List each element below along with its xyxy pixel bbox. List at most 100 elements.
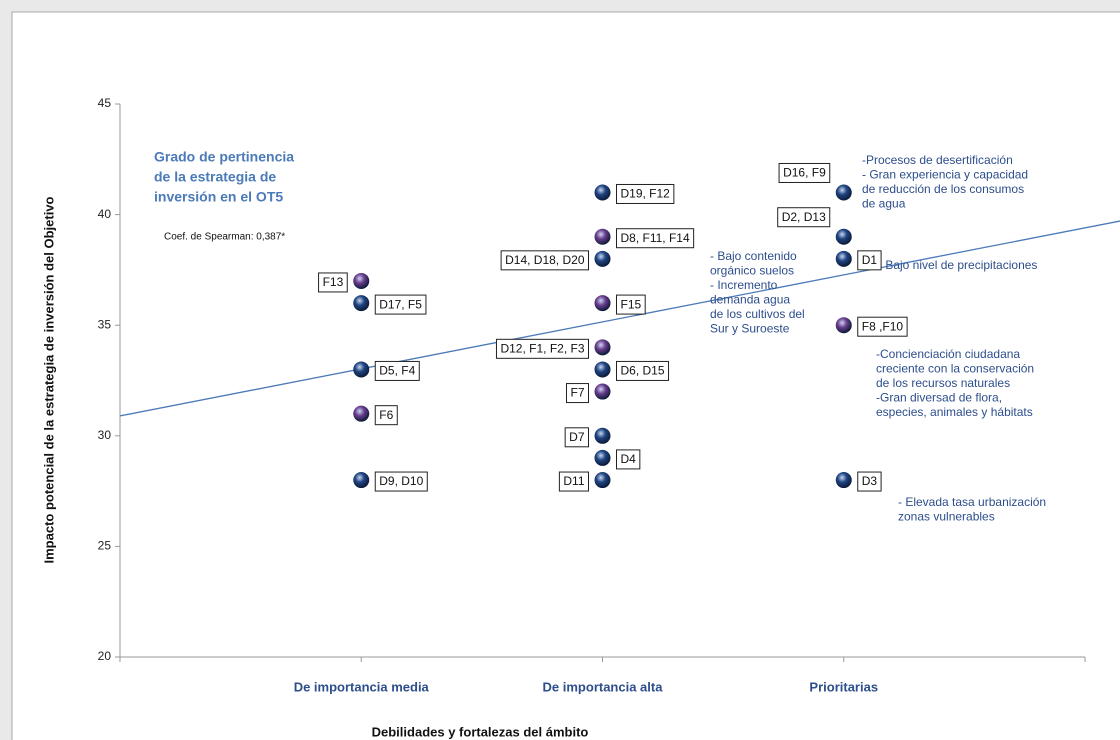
point-label: D12, F1, F2, F3 <box>495 338 589 359</box>
label-box <box>374 471 428 492</box>
annotation: especies, animales y hábitats <box>876 405 1033 419</box>
point-label: F8 ,F10 <box>857 316 908 337</box>
label-box <box>495 338 589 359</box>
annotation: de agua <box>862 197 906 211</box>
label-text: D17, F5 <box>379 297 422 311</box>
chart-title: inversión en el OT5 <box>154 189 283 205</box>
label-text: F15 <box>621 297 642 311</box>
label-text: F6 <box>379 408 393 422</box>
point <box>835 472 852 489</box>
label-box <box>500 250 589 271</box>
x-tick-label: De importancia media <box>294 679 430 694</box>
point-label: D11 <box>558 471 589 492</box>
label-box <box>318 272 348 293</box>
point-label: D9, D10 <box>374 471 428 492</box>
point-label: D2, D13 <box>777 207 831 228</box>
subtitle: Coef. de Spearman: 0,387* <box>164 232 285 243</box>
x-tick-label: De importancia alta <box>543 679 664 694</box>
label-text: F8 ,F10 <box>862 319 904 333</box>
label-text: D12, F1, F2, F3 <box>500 341 584 355</box>
annotation: Sur y Suroeste <box>710 322 790 336</box>
trendline <box>119 220 1120 417</box>
point-label: D16, F9 <box>778 162 831 183</box>
label-box <box>857 316 908 337</box>
label-box <box>777 207 831 228</box>
label-box <box>374 294 427 315</box>
point <box>353 272 370 289</box>
point <box>835 228 852 245</box>
point <box>594 228 611 245</box>
label-text: D14, D18, D20 <box>505 253 585 267</box>
point <box>594 472 611 489</box>
point <box>594 449 611 466</box>
point <box>594 250 611 267</box>
point-label: D3 <box>857 471 882 492</box>
label-box <box>616 449 641 470</box>
point-label: D1 <box>857 250 882 271</box>
y-tick-label: 25 <box>98 539 112 553</box>
point <box>353 295 370 312</box>
point <box>353 405 370 422</box>
annotation: de los recursos naturales <box>876 376 1010 390</box>
point <box>594 427 611 444</box>
point-label: F15 <box>616 294 646 315</box>
point <box>594 339 611 356</box>
label-box <box>616 294 646 315</box>
point <box>835 250 852 267</box>
point <box>835 317 852 334</box>
label-text: D8, F11, F14 <box>621 231 690 245</box>
y-tick-label: 45 <box>98 96 112 110</box>
point-label: D17, F5 <box>374 294 427 315</box>
label-box <box>616 360 670 381</box>
annotation: de reducción de los consumos <box>862 182 1024 196</box>
label-box <box>857 471 882 492</box>
x-tick-label: Prioritarias <box>809 679 878 694</box>
label-text: D16, F9 <box>783 166 826 180</box>
point-label: D8, F11, F14 <box>616 228 695 249</box>
label-text: D6, D15 <box>621 364 665 378</box>
annotation: -Procesos de desertificación <box>862 153 1013 167</box>
label-box <box>778 162 831 183</box>
label-box <box>616 228 695 249</box>
point <box>594 184 611 201</box>
label-text: D11 <box>563 474 584 488</box>
label-text: D3 <box>862 474 878 488</box>
annotation: de los cultivos del <box>710 307 805 321</box>
label-text: D4 <box>621 452 637 466</box>
label-text: D19, F12 <box>621 187 671 201</box>
chart-title: de la estrategia de <box>154 169 276 185</box>
point-label: D14, D18, D20 <box>500 250 589 271</box>
point <box>594 361 611 378</box>
label-box <box>857 250 882 271</box>
annotation: - Bajo nivel de precipitaciones <box>878 258 1037 272</box>
label-box <box>616 183 675 204</box>
annotation: -Concienciación ciudadana <box>876 347 1020 361</box>
label-text: F13 <box>323 275 344 289</box>
y-tick-label: 20 <box>98 649 112 663</box>
panel <box>11 11 1120 740</box>
label-text: D2, D13 <box>782 210 826 224</box>
label-text: D7 <box>569 430 585 444</box>
annotation: - Elevada tasa urbanización <box>898 495 1046 509</box>
label-text: F7 <box>570 386 584 400</box>
annotation: orgánico suelos <box>710 264 794 278</box>
label-box <box>565 383 589 404</box>
point <box>594 295 611 312</box>
y-tick-label: 35 <box>98 317 112 331</box>
point-label: D7 <box>564 427 589 448</box>
x-axis-label: Debilidades y fortalezas del ámbito <box>372 724 589 739</box>
label-text: D1 <box>862 253 878 267</box>
point-label: D5, F4 <box>374 360 420 381</box>
point <box>353 472 370 489</box>
point <box>835 184 852 201</box>
label-box <box>374 360 420 381</box>
y-tick-label: 40 <box>98 207 112 221</box>
y-axis-label: Impacto potencial de la estrategia de in… <box>41 196 56 563</box>
label-text: D5, F4 <box>379 364 415 378</box>
label-box <box>564 427 589 448</box>
point <box>594 383 611 400</box>
annotation: demanda agua <box>710 293 790 307</box>
point-label: F7 <box>565 383 589 404</box>
point <box>353 361 370 378</box>
